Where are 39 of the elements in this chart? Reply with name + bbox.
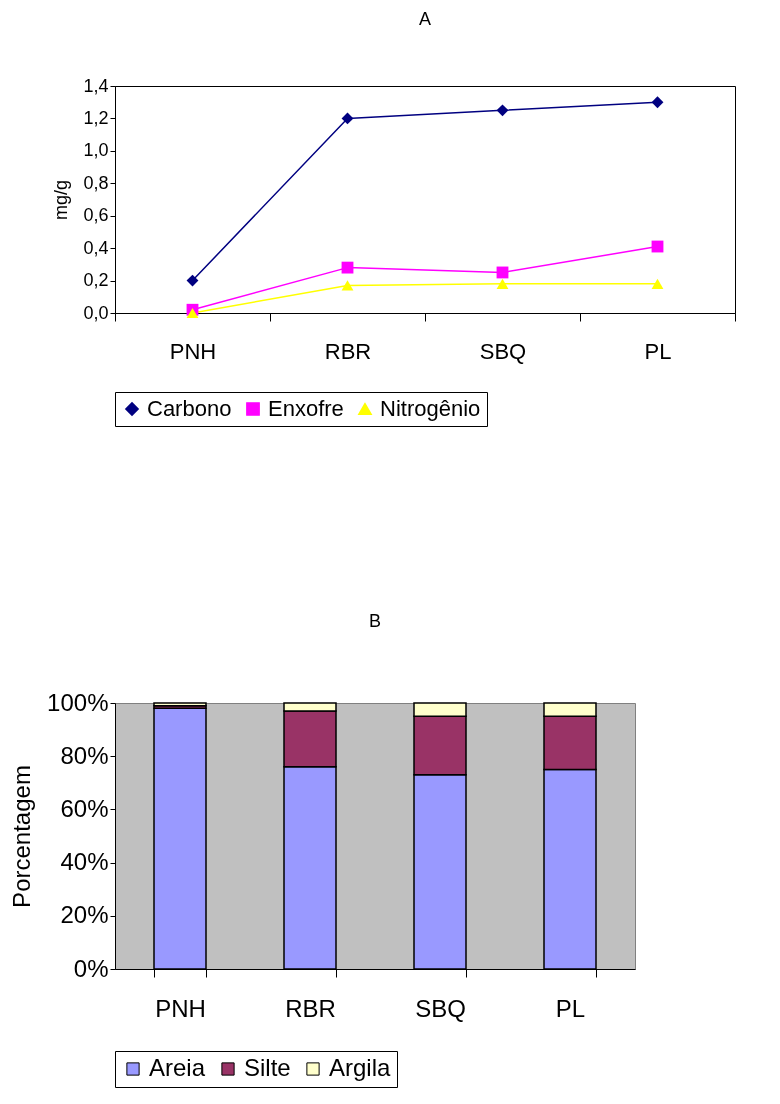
point	[341, 280, 354, 291]
x-tick-label: RBR	[324, 338, 372, 364]
legend-label: Enxofre	[268, 396, 344, 421]
y-tick-label: 0,8	[83, 172, 109, 193]
y-tick-label: 1,4	[83, 75, 109, 96]
legend-label: Silte	[244, 1054, 291, 1081]
y-axis-title: mg/g	[51, 179, 72, 221]
point	[341, 261, 354, 274]
y-tick-label: 0%	[73, 954, 109, 982]
y-tick-label: 80%	[60, 741, 109, 769]
y-tick-label: 1,0	[83, 140, 109, 161]
point	[651, 96, 664, 109]
legend-label: Carbono	[147, 396, 232, 421]
x-tick-label: RBR	[285, 994, 336, 1022]
point	[651, 278, 664, 289]
y-axis-title: Porcentagem	[8, 765, 36, 908]
y-tick-label: 1,2	[83, 107, 109, 128]
y-tick-label: 40%	[60, 848, 109, 876]
chart-title: B	[368, 611, 382, 631]
x-tick-label: SBQ	[415, 994, 466, 1022]
y-tick-label: 0,6	[83, 205, 109, 226]
x-tick-label: PNH	[155, 994, 206, 1022]
chart-title: A	[418, 9, 432, 29]
point	[186, 307, 199, 319]
x-tick-label: PL	[644, 338, 672, 364]
y-tick-label: 60%	[60, 794, 109, 822]
x-tick-label: SBQ	[479, 338, 527, 364]
legend-label: Areia	[149, 1054, 206, 1081]
point	[496, 278, 509, 289]
point	[496, 104, 509, 117]
y-tick-label: 0,2	[83, 270, 109, 291]
y-tick-label: 0,4	[83, 237, 109, 258]
y-tick-label: 20%	[60, 901, 109, 929]
legend-label: Argila	[329, 1054, 392, 1081]
y-tick-label: 100%	[47, 688, 109, 716]
x-tick-label: PNH	[169, 338, 217, 364]
y-tick-label: 0,0	[83, 302, 109, 323]
legend-label: Nitrogênio	[380, 396, 481, 421]
x-tick-label: PL	[555, 994, 586, 1022]
